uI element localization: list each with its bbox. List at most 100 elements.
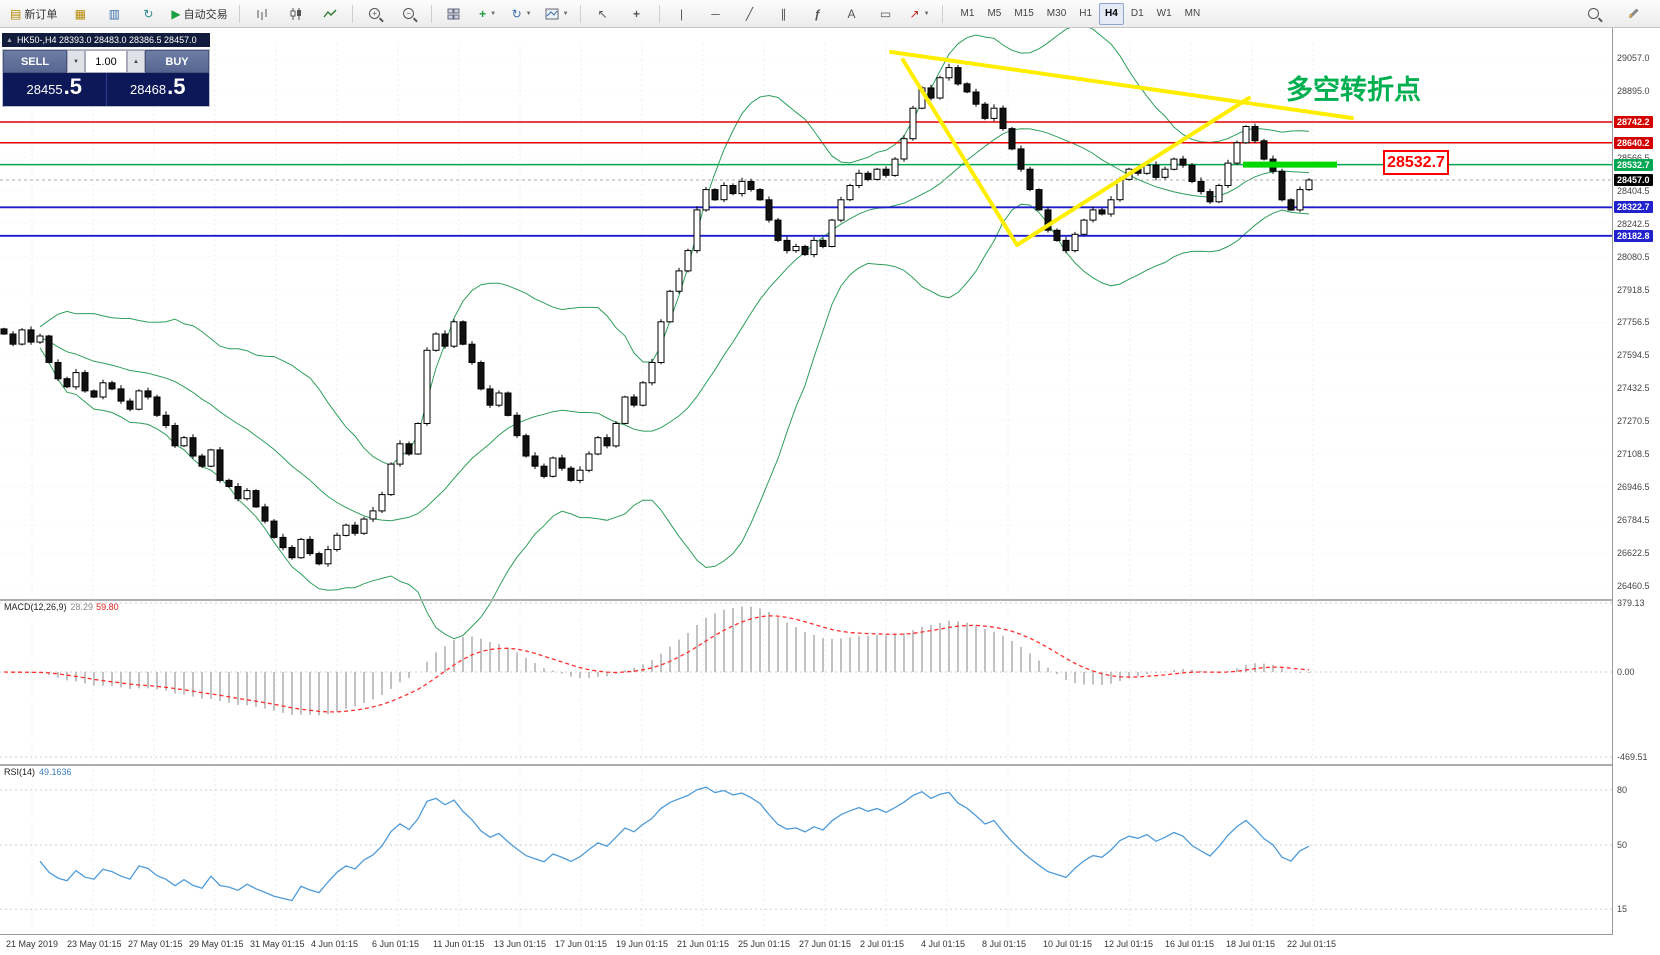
auto-trading-icon: ▶ <box>171 6 181 21</box>
bollinger-middle-band <box>39 128 1310 522</box>
pencil-icon <box>1628 8 1638 19</box>
zoom-out-button[interactable]: − <box>393 2 425 26</box>
data-window-button[interactable]: ▥ <box>98 2 130 26</box>
cursor-tool-button[interactable]: ↖ <box>587 2 619 26</box>
price-scale-label: 26946.5 <box>1617 482 1650 493</box>
rsi-indicator-label: RSI(14) 49.1636 <box>4 767 72 777</box>
toolbar-divider <box>430 4 432 23</box>
bar-chart-mode-button[interactable] <box>246 2 278 26</box>
line-chart-mode-button[interactable] <box>314 2 346 26</box>
price-scale-badge: 28532.7 <box>1614 158 1653 171</box>
rsi-axis-label: 80 <box>1617 785 1628 795</box>
volume-increase-button[interactable]: ▲ <box>127 50 145 73</box>
label-tool-button[interactable]: ▭ <box>870 2 902 26</box>
time-axis-label: 12 Jul 01:15 <box>1104 939 1154 949</box>
price-scale-label: 26784.5 <box>1617 515 1650 526</box>
candlestick-chart-icon <box>290 7 301 20</box>
yellow-trendline <box>1015 96 1251 247</box>
time-axis-label: 21 Jun 01:15 <box>677 939 730 949</box>
new-chart-icon: + <box>479 6 487 21</box>
buy-price[interactable]: 28468 .5 <box>107 73 210 106</box>
zoom-in-button[interactable]: + <box>359 2 391 26</box>
timeframe-button-mn[interactable]: MN <box>1184 8 1201 19</box>
label-tool-icon: ▭ <box>879 6 892 21</box>
navigator-button[interactable]: ↻ <box>132 2 164 26</box>
trade-panel-controls: SELL ▼ ▲ BUY <box>3 50 209 73</box>
collapse-triangle-icon[interactable]: ▲ <box>6 36 13 44</box>
trendline-icon: ╱ <box>745 6 754 21</box>
draw-button[interactable] <box>1617 2 1649 26</box>
price-scale-label: 28242.5 <box>1617 218 1650 229</box>
rsi-pane-separator[interactable] <box>0 764 1660 766</box>
chart-area: ▲ HK50-,H4 28393.0 28483.0 28386.5 28457… <box>0 28 1660 955</box>
time-axis-label: 23 May 01:15 <box>67 939 122 949</box>
volume-decrease-button[interactable]: ▼ <box>67 50 85 73</box>
candles <box>0 63 1313 567</box>
macd-signal-line <box>3 615 1310 713</box>
horizontal-line-tool-button[interactable]: ─ <box>700 2 732 26</box>
market-watch-button[interactable]: ▦ <box>64 2 96 26</box>
macd-indicator-label: MACD(12,26,9) 28.29 59.80 <box>4 602 119 612</box>
templates-icon <box>545 8 559 19</box>
buy-price-main: 28468 <box>129 82 167 97</box>
chart-plot-area[interactable] <box>0 28 1612 935</box>
timeframe-button-h4[interactable]: H4 <box>1099 2 1124 25</box>
price-scale[interactable]: 29057.0 28895.0 28566.5 28404.5 28242.5 28080… <box>1612 28 1660 935</box>
vertical-line-icon: | <box>679 6 684 21</box>
timeframe-button-m1[interactable]: M1 <box>960 8 975 19</box>
time-axis-label: 8 Jul 01:15 <box>982 939 1027 949</box>
macd-pane-separator[interactable] <box>0 599 1660 601</box>
channel-tool-button[interactable]: ∥ <box>768 2 800 26</box>
data-window-icon: ▥ <box>108 6 121 21</box>
price-scale-badge: 28182.8 <box>1614 229 1653 242</box>
new-chart-button[interactable]: + ▼ <box>472 2 504 26</box>
time-axis-label: 22 Jul 01:15 <box>1287 939 1337 949</box>
new-order-button[interactable]: ▤ 新订单 <box>5 2 62 26</box>
timeframe-button-h1[interactable]: H1 <box>1079 8 1093 19</box>
rsi-axis-label: 50 <box>1617 840 1628 850</box>
profiles-button[interactable]: ↻ ▼ <box>506 2 538 26</box>
trendline-tool-button[interactable]: ╱ <box>734 2 766 26</box>
chevron-down-icon: ▼ <box>562 10 569 17</box>
zoom-out-icon: − <box>403 8 415 19</box>
tile-windows-button[interactable] <box>438 2 470 26</box>
timeframe-button-w1[interactable]: W1 <box>1156 8 1172 19</box>
crosshair-tool-button[interactable]: + <box>621 2 653 26</box>
sell-button[interactable]: SELL <box>3 50 67 73</box>
arrows-tool-button[interactable]: ↗ ▼ <box>904 2 936 26</box>
timeframe-group: M1 M5 M15 M30 H1 H4 D1 W1 MN <box>955 2 1207 25</box>
turning-point-annotation[interactable]: 多空转折点 <box>1286 75 1421 105</box>
trade-panel-prices: 28455 .5 28468 .5 <box>3 73 209 106</box>
search-button[interactable] <box>1577 2 1609 26</box>
timeframe-button-d1[interactable]: D1 <box>1130 8 1144 19</box>
time-axis-label: 2 Jul 01:15 <box>860 939 905 949</box>
horizontal-line-icon: ─ <box>711 6 720 21</box>
macd-histogram <box>12 606 1310 716</box>
caret-up-icon: ▲ <box>133 58 139 65</box>
vertical-line-tool-button[interactable]: | <box>666 2 698 26</box>
volume-input[interactable] <box>85 50 127 73</box>
chevron-down-icon: ▼ <box>525 10 532 17</box>
auto-trading-button[interactable]: ▶ 自动交易 <box>166 2 232 26</box>
time-axis[interactable]: 21 May 2019 23 May 01:15 27 May 01:15 29 Ma… <box>0 935 1612 955</box>
price-scale-badge: 28742.2 <box>1614 116 1653 129</box>
toolbar-right-group <box>1577 2 1655 26</box>
candlestick-mode-button[interactable] <box>280 2 312 26</box>
timeframe-button-m5[interactable]: M5 <box>987 8 1002 19</box>
sell-price[interactable]: 28455 .5 <box>3 73 107 106</box>
price-scale-label: 28566.5 <box>1617 152 1650 163</box>
timeframe-button-m30[interactable]: M30 <box>1046 8 1067 19</box>
price-tag-label[interactable]: 28532.7 <box>1383 150 1449 175</box>
buy-button[interactable]: BUY <box>145 50 209 73</box>
fibonacci-tool-button[interactable]: ƒ <box>802 2 834 26</box>
fibonacci-icon: ƒ <box>814 6 821 21</box>
auto-trading-label: 自动交易 <box>183 8 228 21</box>
text-tool-button[interactable]: A <box>836 2 868 26</box>
sell-price-pips: .5 <box>63 74 82 99</box>
time-axis-label: 31 May 01:15 <box>250 939 305 949</box>
templates-button[interactable]: ▼ <box>540 2 574 26</box>
market-watch-icon: ▦ <box>74 6 87 21</box>
timeframe-button-m15[interactable]: M15 <box>1014 8 1034 19</box>
price-scale-label: 28080.5 <box>1617 251 1650 262</box>
